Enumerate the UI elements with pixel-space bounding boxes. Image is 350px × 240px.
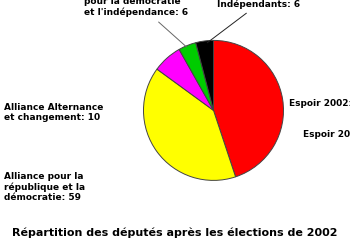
Text: Alliance pour la
république et la
démocratie: 59: Alliance pour la république et la démocr…	[4, 172, 85, 202]
Text: Alliance Alternance
et changement: 10: Alliance Alternance et changement: 10	[4, 103, 103, 122]
Wedge shape	[196, 40, 213, 110]
Wedge shape	[157, 49, 214, 110]
Wedge shape	[214, 40, 284, 177]
Text: Espoir 2002: 66: Espoir 2002: 66	[289, 99, 350, 108]
Text: Répartition des députés après les élections de 2002: Répartition des députés après les électi…	[12, 227, 338, 238]
Wedge shape	[144, 69, 236, 180]
Text: Solidarité africaine
pour la démocratie
et l'indépendance: 6: Solidarité africaine pour la démocratie …	[84, 0, 188, 47]
Wedge shape	[179, 43, 214, 110]
Text: Indépendants: 6: Indépendants: 6	[207, 0, 300, 43]
Text: Espoir 2002: 66: Espoir 2002: 66	[303, 130, 350, 139]
